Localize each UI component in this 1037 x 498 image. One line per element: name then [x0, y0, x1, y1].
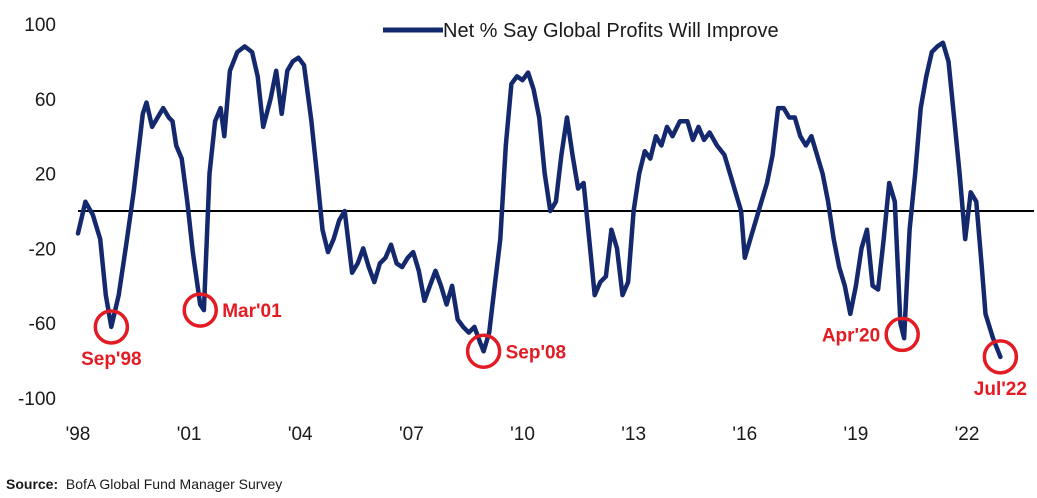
annotation-label: Sep'98: [81, 349, 142, 370]
y-tick-label: -20: [29, 239, 56, 260]
x-tick-label: '19: [844, 424, 869, 445]
y-tick-label: 100: [24, 15, 56, 36]
y-tick-label: -100: [18, 389, 56, 410]
y-tick-label: 20: [35, 165, 56, 186]
x-tick-label: '16: [732, 424, 757, 445]
x-tick-label: '07: [399, 424, 424, 445]
annotation-circle: [884, 316, 920, 353]
x-tick-label: '22: [955, 424, 980, 445]
annotation-circle: [982, 339, 1019, 375]
annotation-circle: [465, 333, 502, 369]
annotations: Sep'98 Mar'01 Sep'08 Apr'20 Jul'22: [81, 292, 1027, 400]
source-label: Source:: [6, 476, 59, 492]
x-tick-label: '04: [288, 424, 313, 445]
y-tick-label: 60: [35, 90, 56, 111]
y-axis: 100 60 20 -20 -60 -100: [18, 15, 56, 410]
y-tick-label: -60: [29, 314, 56, 335]
series-line: [75, 40, 1003, 360]
annotation-circle: [93, 309, 130, 345]
legend: Net % Say Global Profits Will Improve: [383, 20, 779, 42]
x-tick-label: '10: [510, 424, 535, 445]
x-tick-label: '13: [621, 424, 646, 445]
x-tick-label: '01: [177, 424, 202, 445]
x-axis: '98 '01 '04 '07 '10 '13 '16 '19 '22: [66, 424, 980, 445]
annotation-label: Apr'20: [822, 325, 880, 346]
annotation-label: Jul'22: [974, 379, 1027, 400]
source-text: BofA Global Fund Manager Survey: [65, 476, 283, 492]
source-note: Source: BofA Global Fund Manager Survey: [6, 476, 282, 492]
annotation-circle: [182, 292, 218, 328]
annotation-label: Sep'08: [506, 342, 566, 363]
annotation-label: Mar'01: [222, 301, 282, 322]
legend-label: Net % Say Global Profits Will Improve: [443, 20, 779, 42]
x-tick-label: '98: [66, 424, 91, 445]
